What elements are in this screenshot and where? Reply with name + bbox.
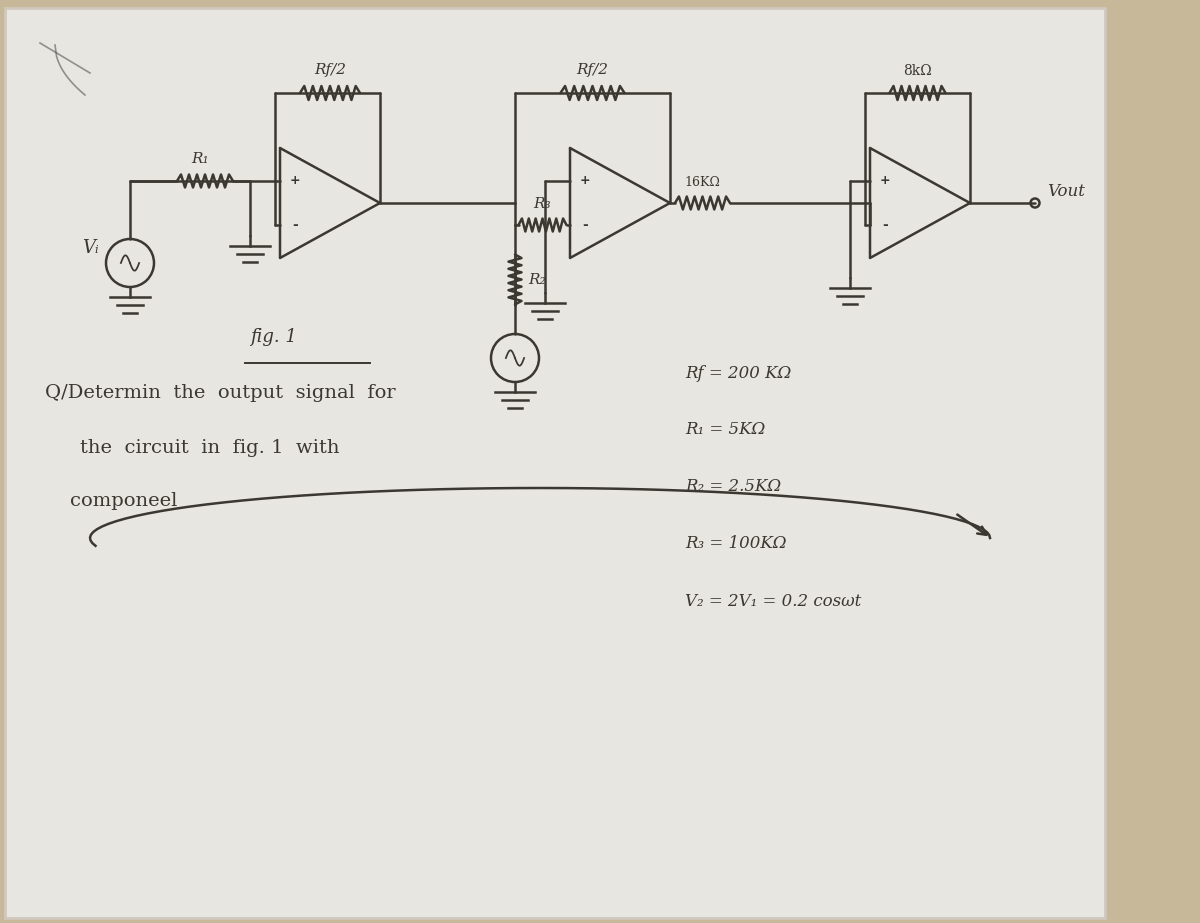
Text: R₁: R₁ bbox=[191, 152, 209, 166]
Text: +: + bbox=[289, 174, 300, 187]
Text: R₃: R₃ bbox=[534, 197, 551, 211]
Text: Rf/2: Rf/2 bbox=[576, 63, 608, 77]
Text: componeel: componeel bbox=[70, 492, 178, 510]
Text: +: + bbox=[580, 174, 590, 187]
Text: R₃ = 100KΩ: R₃ = 100KΩ bbox=[685, 535, 786, 553]
FancyBboxPatch shape bbox=[5, 8, 1105, 918]
Text: V₂ = 2V₁ = 0.2 cosωt: V₂ = 2V₁ = 0.2 cosωt bbox=[685, 593, 862, 609]
Text: Vᵢ: Vᵢ bbox=[82, 239, 98, 257]
Text: 16KΩ: 16KΩ bbox=[684, 176, 720, 189]
Text: +: + bbox=[880, 174, 890, 187]
Text: fig. 1: fig. 1 bbox=[250, 328, 296, 346]
Text: 8kΩ: 8kΩ bbox=[904, 64, 932, 78]
Text: Vout: Vout bbox=[1046, 183, 1085, 199]
Text: -: - bbox=[582, 218, 588, 232]
Text: Q/Determin  the  output  signal  for: Q/Determin the output signal for bbox=[46, 384, 396, 402]
Text: the  circuit  in  fig. 1  with: the circuit in fig. 1 with bbox=[80, 439, 340, 457]
Text: -: - bbox=[882, 218, 888, 232]
Text: R₁ = 5KΩ: R₁ = 5KΩ bbox=[685, 422, 766, 438]
Text: Rf/2: Rf/2 bbox=[314, 63, 346, 77]
Text: R₂ = 2.5KΩ: R₂ = 2.5KΩ bbox=[685, 478, 781, 496]
Text: R₂: R₂ bbox=[528, 272, 546, 286]
Text: Rf = 200 KΩ: Rf = 200 KΩ bbox=[685, 365, 791, 381]
Text: -: - bbox=[292, 218, 298, 232]
